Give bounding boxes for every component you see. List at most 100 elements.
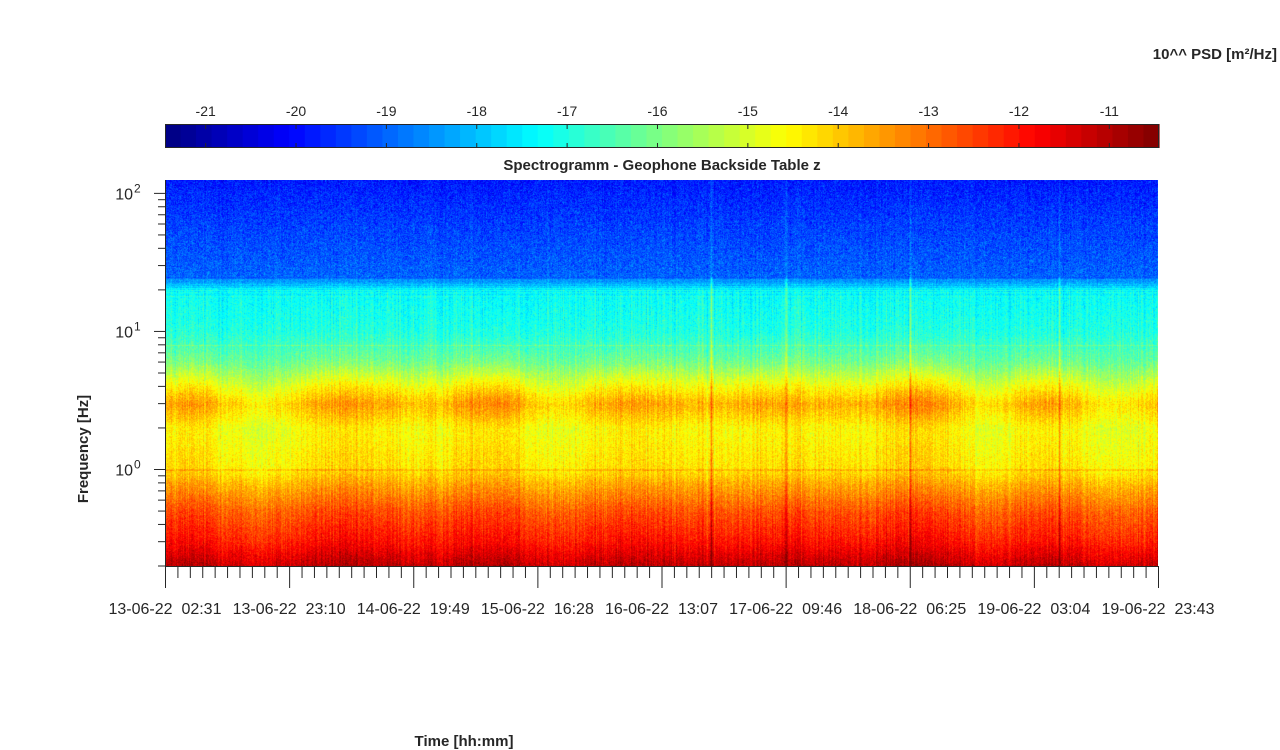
x-tick-label: 19-06-22 23:43 [1102,601,1215,618]
colorbar-cell [553,124,570,148]
colorbar-cell [894,124,912,148]
colorbar-cell [304,124,321,148]
spectrogram-image-holder [165,180,1158,566]
colorbar-cell [180,124,197,148]
colorbar-tick-label: -20 [286,103,306,119]
y-tick-exponent: 2 [134,181,141,195]
colorbar-cell [537,124,554,148]
colorbar-cell [988,124,1005,148]
y-axis-label: Frequency [Hz] [75,395,92,503]
colorbar-cells [165,124,1160,148]
colorbar-cell [444,124,461,148]
colorbar-label: 10^^ PSD [m²/Hz] [1153,46,1277,63]
colorbar-tick-label: -18 [467,103,487,119]
colorbar-cell [289,124,306,148]
colorbar-cell [351,124,368,148]
colorbar-cell [522,124,539,148]
colorbar-cell [335,124,352,148]
colorbar-cell [227,124,244,148]
colorbar-cell [320,124,337,148]
colorbar-cell [429,124,446,148]
colorbar-cell [1065,124,1082,148]
x-tick-label: 17-06-22 09:46 [729,601,842,618]
colorbar-cell [957,124,974,148]
colorbar-tick-label: -17 [557,103,577,119]
colorbar-cell [801,124,818,148]
y-tick-label: 10 [115,463,133,480]
spectrogram-heatmap [165,180,1158,566]
colorbar-cell [848,124,865,148]
colorbar-cell [1143,124,1160,148]
y-tick-label: 10 [115,324,133,341]
x-axis: 13-06-22 02:31 13-06-22 23:10 14-06-22 19:… [109,566,1215,618]
colorbar-cell [739,124,756,148]
colorbar-cell [786,124,803,148]
colorbar-cell [568,124,585,148]
colorbar-cell [972,124,989,148]
x-tick-label: 16-06-22 13:07 [605,601,718,618]
colorbar-cell [475,124,492,148]
colorbar-cell [1003,124,1020,148]
colorbar-cell [941,124,958,148]
colorbar-ticks [205,124,1110,148]
colorbar-cell [910,124,927,148]
y-tick-label: 10 [115,186,133,203]
colorbar-cell [413,124,430,148]
colorbar-cell [693,124,710,148]
colorbar-cell [1127,124,1145,148]
colorbar-cell [599,124,617,148]
colorbar-cell [724,124,741,148]
colorbar-cell [1019,124,1036,148]
colorbar-cell [196,124,213,148]
x-tick-label: 18-06-22 06:25 [853,601,966,618]
colorbar-cell [397,124,415,148]
colorbar-tick-label: -15 [738,103,758,119]
colorbar-frame [165,124,1159,148]
y-tick-exponent: 0 [134,458,141,472]
colorbar: -21 -20 -19 -18 -17 -16 -15 -14 -13 -12 -11 [165,103,1160,148]
colorbar-tick-labels: -21 -20 -19 -18 -17 -16 -15 -14 -13 -12 -11 [196,103,1120,119]
colorbar-cell [662,124,679,148]
colorbar-tick-label: -11 [1100,103,1119,119]
colorbar-cell [491,124,508,148]
x-axis-label: Time [hh:mm] [415,733,514,750]
colorbar-cell [506,124,523,148]
colorbar-tick-label: -16 [647,103,667,119]
colorbar-cell [382,124,399,148]
x-tick-label: 19-06-22 03:04 [977,601,1090,618]
colorbar-cell [863,124,881,148]
colorbar-cell [708,124,725,148]
y-tick-exponent: 1 [134,319,141,333]
colorbar-cell [1112,124,1129,148]
colorbar-cell [273,124,290,148]
colorbar-cell [242,124,259,148]
colorbar-cell [1096,124,1114,148]
colorbar-cell [165,124,182,148]
x-tick-label: 13-06-22 02:31 [109,601,222,618]
colorbar-cell [1050,124,1067,148]
colorbar-cell [832,124,849,148]
colorbar-tick-label: -19 [376,103,396,119]
colorbar-cell [770,124,787,148]
x-tick-label: 15-06-22 16:28 [481,601,594,618]
colorbar-tick-label: -13 [918,103,938,119]
colorbar-cell [211,124,228,148]
chart-title: Spectrogramm - Geophone Backside Table z [503,157,820,174]
colorbar-cell [366,124,384,148]
colorbar-cell [1034,124,1051,148]
colorbar-cell [1081,124,1098,148]
x-tick-label: 14-06-22 19:49 [357,601,470,618]
colorbar-cell [630,124,648,148]
colorbar-cell [879,124,896,148]
colorbar-cell [755,124,772,148]
colorbar-cell [817,124,834,148]
colorbar-cell [926,124,943,148]
colorbar-cell [258,124,275,148]
colorbar-cell [460,124,477,148]
colorbar-cell [677,124,694,148]
colorbar-cell [646,124,663,148]
colorbar-cell [584,124,601,148]
